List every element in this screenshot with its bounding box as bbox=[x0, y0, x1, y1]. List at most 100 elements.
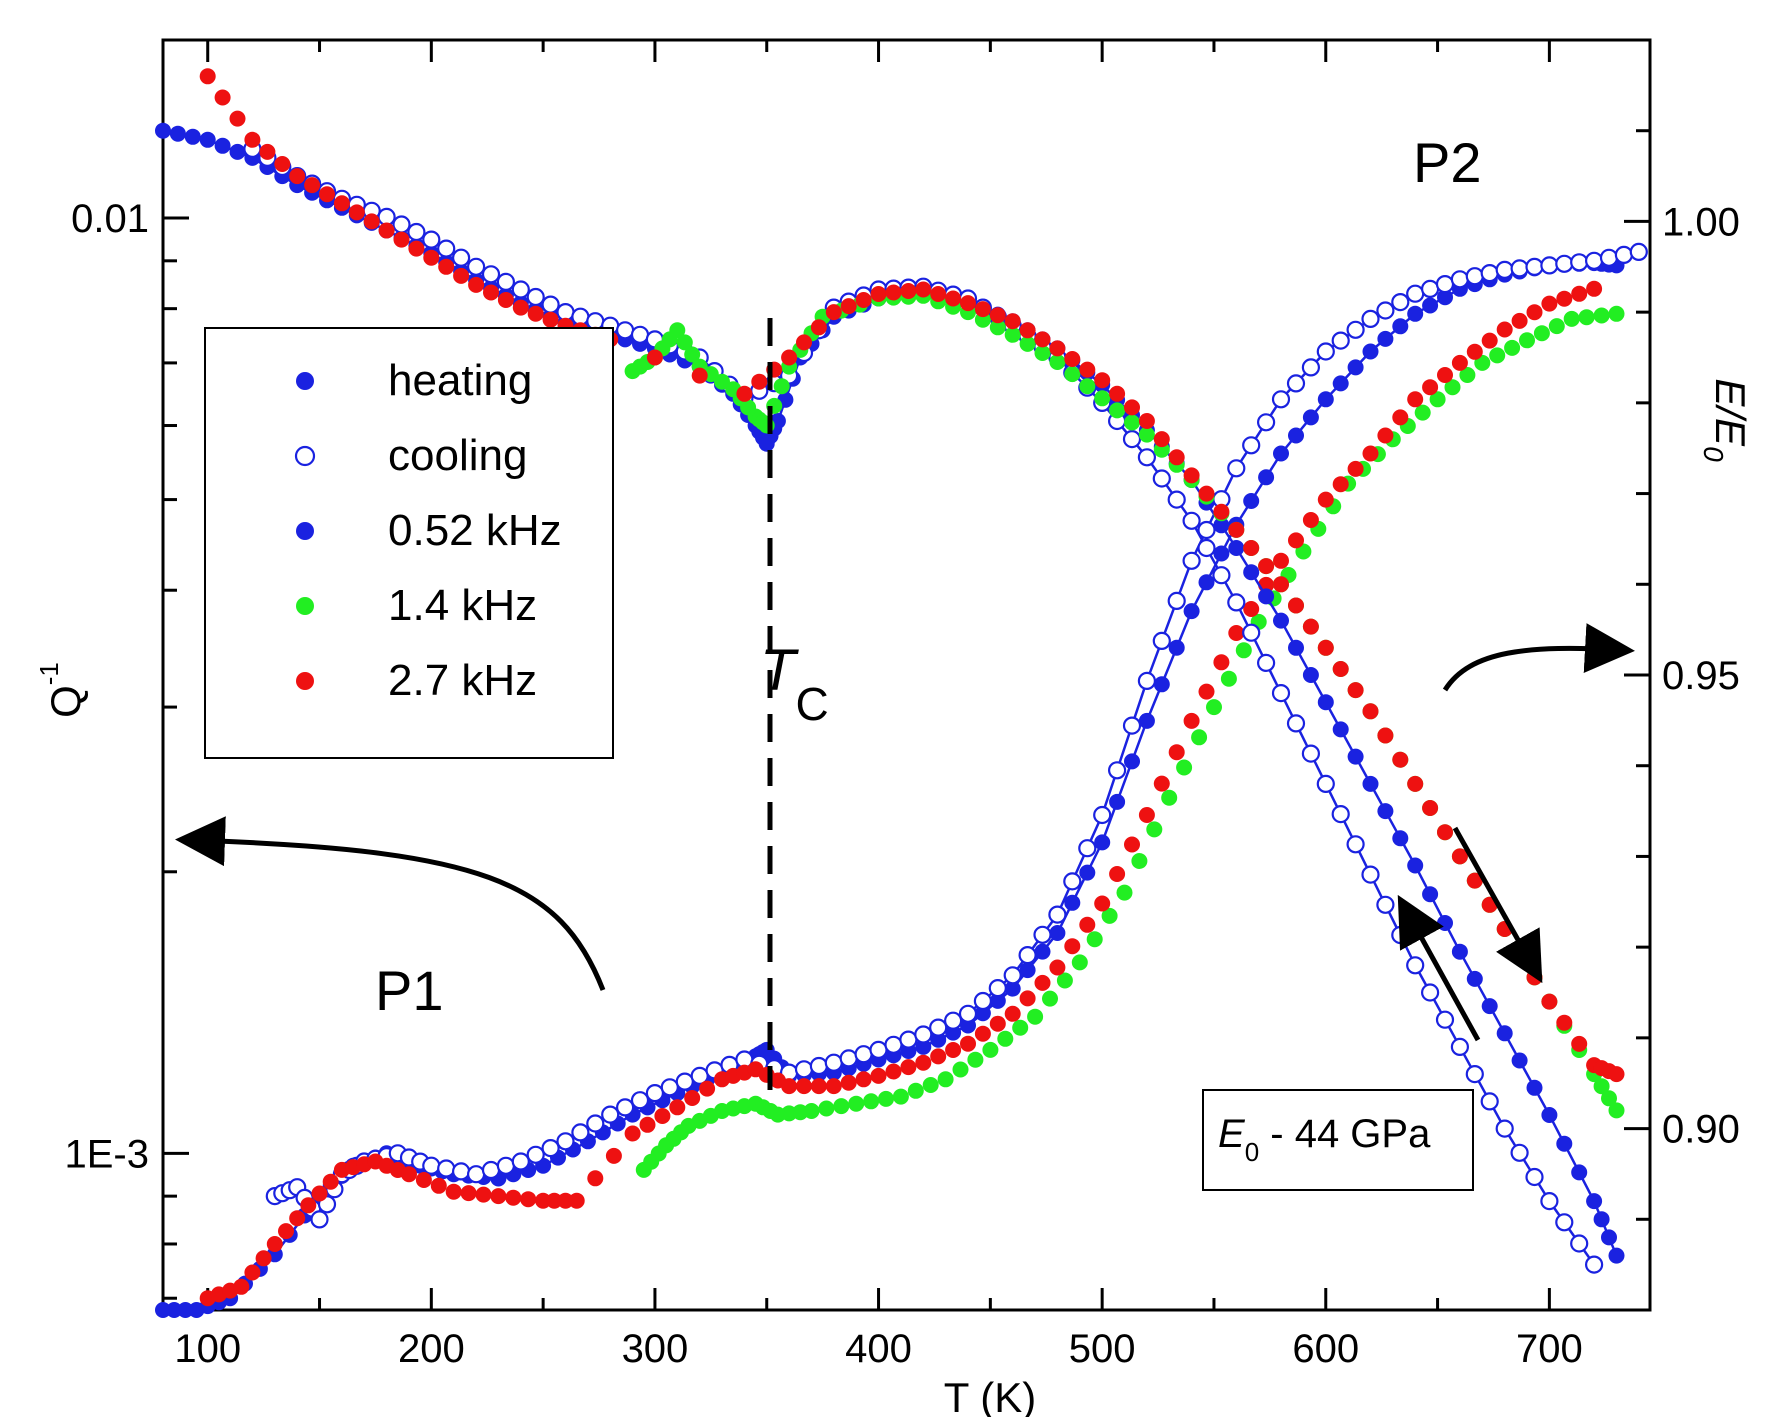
data-point bbox=[989, 319, 1006, 336]
data-point bbox=[1213, 517, 1230, 534]
data-point bbox=[803, 1103, 820, 1119]
data-point bbox=[1495, 260, 1514, 279]
data-point bbox=[675, 1072, 694, 1091]
data-point bbox=[1331, 804, 1350, 824]
data-point bbox=[1451, 943, 1468, 960]
data-point bbox=[1137, 671, 1157, 691]
legend: heating cooling 0.52 kHz 1.4 kHz 2.7 kHz bbox=[204, 327, 614, 759]
data-point bbox=[1094, 834, 1111, 851]
modulus-box-frame bbox=[1202, 1089, 1474, 1191]
data-point bbox=[1064, 366, 1081, 383]
data-point bbox=[684, 1090, 701, 1106]
data-point bbox=[1465, 1064, 1484, 1084]
data-point bbox=[1079, 916, 1096, 933]
data-point bbox=[1213, 503, 1230, 520]
data-point bbox=[645, 1083, 665, 1103]
data-point bbox=[1153, 775, 1170, 792]
data-point bbox=[781, 1078, 798, 1095]
data-point bbox=[199, 131, 216, 148]
data-point bbox=[818, 1100, 835, 1117]
data-point bbox=[660, 1078, 679, 1097]
data-point bbox=[1526, 1079, 1543, 1096]
legend-label: 1.4 kHz bbox=[388, 581, 537, 630]
data-point bbox=[1347, 460, 1364, 477]
data-point bbox=[1256, 413, 1276, 432]
data-point bbox=[1578, 309, 1595, 326]
data-point bbox=[869, 1040, 888, 1060]
data-point bbox=[1273, 552, 1289, 569]
data-point bbox=[169, 125, 186, 142]
data-point bbox=[467, 257, 486, 276]
data-point bbox=[974, 1025, 991, 1042]
data-point bbox=[1213, 545, 1230, 562]
data-point bbox=[1377, 803, 1394, 820]
data-point bbox=[699, 1080, 716, 1097]
data-point bbox=[520, 1191, 537, 1208]
data-point bbox=[1510, 259, 1529, 278]
data-point bbox=[422, 230, 441, 249]
data-point bbox=[1444, 379, 1461, 396]
x-tick-label: 500 bbox=[1069, 1327, 1136, 1371]
data-point bbox=[1197, 538, 1216, 558]
data-point bbox=[1437, 367, 1453, 383]
series-3 bbox=[199, 280, 1603, 1307]
svg-text:E0 - 44 GPa: E0 - 44 GPa bbox=[1218, 1112, 1431, 1167]
data-point bbox=[587, 1170, 604, 1187]
data-point bbox=[468, 276, 485, 293]
data-point bbox=[1213, 654, 1230, 671]
data-point bbox=[1584, 1255, 1604, 1274]
data-point bbox=[244, 131, 261, 148]
data-point bbox=[1362, 703, 1379, 720]
data-point bbox=[408, 240, 425, 257]
data-point bbox=[684, 346, 701, 363]
data-point bbox=[1346, 320, 1365, 339]
data-point bbox=[1593, 1211, 1610, 1228]
data-point bbox=[1101, 907, 1118, 924]
data-point bbox=[155, 1302, 171, 1318]
data-point bbox=[1019, 962, 1036, 979]
data-point bbox=[1003, 966, 1022, 985]
data-point bbox=[1376, 895, 1395, 914]
data-point bbox=[1153, 676, 1170, 693]
data-point bbox=[1511, 312, 1528, 329]
svg-text:Q-1: Q-1 bbox=[34, 662, 89, 718]
data-point bbox=[300, 1197, 317, 1214]
data-point bbox=[1243, 564, 1260, 581]
data-point bbox=[1152, 631, 1171, 651]
data-point bbox=[496, 272, 515, 291]
data-point bbox=[311, 1185, 328, 1202]
data-point bbox=[1414, 404, 1431, 421]
data-point bbox=[1392, 318, 1409, 335]
data-point bbox=[1435, 1010, 1455, 1029]
data-point bbox=[1273, 445, 1289, 462]
data-point bbox=[422, 1156, 441, 1175]
data-point bbox=[1392, 830, 1409, 847]
data-point bbox=[1122, 430, 1142, 449]
data-point bbox=[546, 1192, 563, 1209]
legend-entries: heating cooling 0.52 kHz 1.4 kHz 2.7 kHz bbox=[294, 356, 562, 705]
data-point bbox=[840, 298, 857, 315]
axis-ticks: 100 200 300 400 500 600 700 0.01 1E-3 1.00 0.95 0.9… bbox=[65, 38, 1740, 1371]
data-point bbox=[1480, 264, 1499, 283]
data-point bbox=[840, 1074, 857, 1091]
data-point bbox=[1504, 339, 1521, 356]
data-point bbox=[810, 319, 827, 336]
data-point bbox=[229, 110, 246, 127]
data-point bbox=[1629, 242, 1648, 261]
data-point bbox=[1496, 321, 1513, 338]
data-point bbox=[333, 195, 350, 212]
data-point bbox=[1288, 532, 1304, 549]
data-point bbox=[824, 1053, 843, 1072]
data-point bbox=[1608, 1066, 1625, 1083]
data-point bbox=[1212, 566, 1231, 585]
left-tick-label: 0.01 bbox=[71, 197, 149, 241]
data-point bbox=[960, 295, 976, 312]
data-point bbox=[885, 1063, 902, 1080]
data-point bbox=[1063, 872, 1082, 891]
data-point bbox=[1377, 330, 1394, 347]
right-axis-title: E/E0 bbox=[1698, 378, 1754, 462]
data-point bbox=[1176, 759, 1193, 776]
data-point bbox=[1243, 540, 1260, 556]
data-point bbox=[1034, 943, 1051, 960]
data-point bbox=[691, 367, 708, 384]
